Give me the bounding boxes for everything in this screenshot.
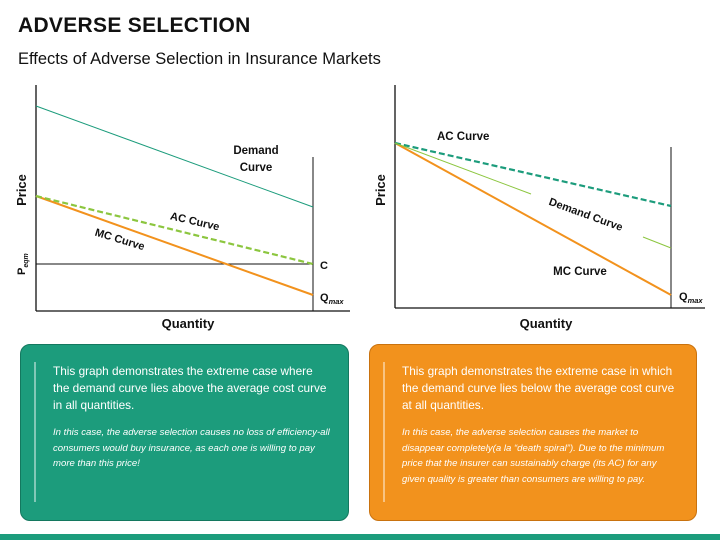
right-qmax-sub: max	[688, 296, 704, 305]
left-demand-label-line2: Curve	[240, 162, 273, 174]
left-box-note-text: In this case, the adverse selection caus…	[53, 427, 330, 469]
page-title: ADVERSE SELECTION	[18, 14, 251, 37]
left-demand-curve	[35, 105, 314, 208]
right-box-note-text: In this case, the adverse selection caus…	[402, 427, 665, 485]
right-y-axis-label: Price	[373, 174, 388, 206]
left-box-main-text: This graph demonstrates the extreme case…	[53, 364, 327, 412]
left-qmax-label: Qmax	[320, 292, 344, 306]
left-graph: Price Quantity Demand Curve AC Curve MC …	[14, 85, 350, 331]
left-c-label: C	[320, 260, 328, 272]
left-explanation-box: This graph demonstrates the extreme case…	[20, 344, 349, 521]
right-demand-curve-end	[642, 236, 672, 249]
right-box-main-text: This graph demonstrates the extreme case…	[402, 364, 675, 412]
left-ac-curve	[35, 194, 314, 266]
left-peqm-label: Peqm	[16, 253, 30, 275]
left-y-axis-label: Price	[14, 174, 29, 206]
footer-bar	[0, 534, 720, 540]
right-box-accent-rule	[383, 362, 385, 502]
right-demand-curve-start	[394, 142, 532, 195]
left-box-accent-rule	[34, 362, 36, 502]
right-graph: Price Quantity AC Curve Demand Curve MC …	[373, 85, 705, 331]
right-ac-label: AC Curve	[437, 131, 489, 143]
right-qmax-label: Qmax	[679, 291, 703, 305]
left-x-axis-label: Quantity	[162, 316, 215, 331]
right-ac-curve	[394, 141, 672, 208]
right-qmax-main: Q	[679, 291, 688, 303]
left-mc-label: MC Curve	[93, 227, 146, 253]
page-subtitle: Effects of Adverse Selection in Insuranc…	[18, 50, 381, 68]
left-demand-label-line1: Demand	[233, 145, 278, 157]
left-qmax-sub: max	[329, 297, 345, 306]
right-demand-label: Demand Curve	[547, 196, 624, 234]
left-mc-curve	[35, 195, 314, 296]
left-qmax-main: Q	[320, 292, 329, 304]
right-x-axis-label: Quantity	[520, 316, 573, 331]
right-mc-curve	[394, 142, 672, 296]
left-peqm-sub: eqm	[23, 253, 30, 267]
left-peqm-main: P	[16, 268, 28, 275]
right-mc-label: MC Curve	[553, 266, 607, 278]
right-explanation-box: This graph demonstrates the extreme case…	[369, 344, 697, 521]
